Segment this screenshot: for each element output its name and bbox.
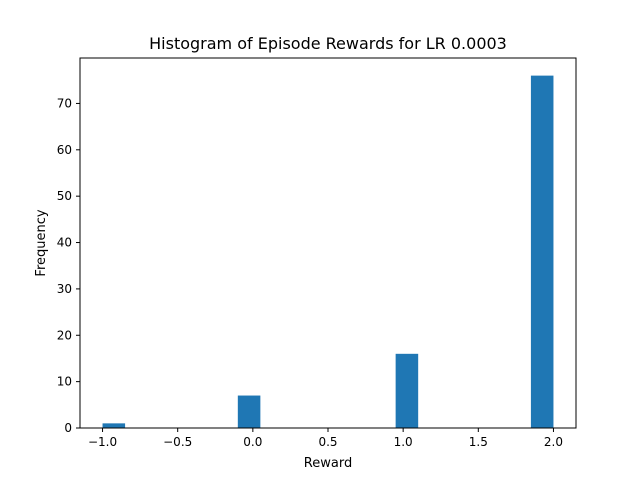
- plot-frame: [79, 57, 577, 429]
- x-axis-label: Reward: [304, 456, 352, 471]
- x-tick-label: 1.5: [469, 435, 488, 449]
- y-axis-ticks: 0 10 20 30 40 50 60 70: [57, 96, 80, 435]
- y-tick-label: 60: [57, 143, 72, 157]
- x-axis-ticks: −1.0 −0.5 0.0 0.5 1.0 1.5 2.0: [88, 428, 563, 449]
- y-tick-label: 70: [57, 96, 72, 110]
- x-tick-label: 2.0: [544, 435, 563, 449]
- histogram-bar: [102, 423, 126, 428]
- histogram-bar: [530, 75, 554, 428]
- y-tick-label: 40: [57, 236, 72, 250]
- x-tick-label: 0.0: [243, 435, 262, 449]
- x-tick-label: −0.5: [163, 435, 192, 449]
- histogram-bar: [395, 353, 419, 428]
- y-tick-label: 20: [57, 328, 72, 342]
- x-tick-label: 1.0: [394, 435, 413, 449]
- y-tick-label: 30: [57, 282, 72, 296]
- x-tick-label: 0.5: [318, 435, 337, 449]
- x-tick-label: −1.0: [88, 435, 117, 449]
- y-tick-label: 50: [57, 189, 72, 203]
- histogram-bar: [237, 395, 261, 428]
- chart-title: Histogram of Episode Rewards for LR 0.00…: [149, 34, 507, 53]
- y-axis-label: Frequency: [34, 209, 49, 276]
- y-tick-label: 0: [64, 421, 72, 435]
- plot-area: −1.0 −0.5 0.0 0.5 1.0 1.5 2.0 0 10 20 30 40 50 60 70: [57, 57, 577, 449]
- bars-group: [102, 75, 554, 428]
- y-tick-label: 10: [57, 375, 72, 389]
